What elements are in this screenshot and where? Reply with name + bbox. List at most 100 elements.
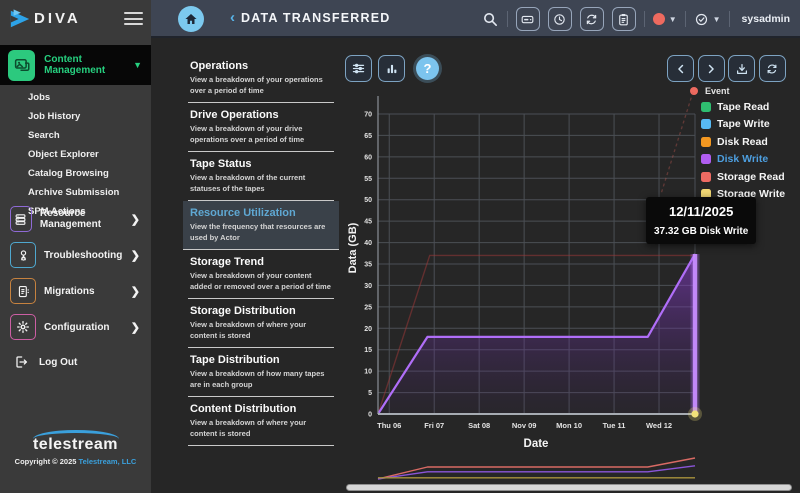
history-button[interactable] [547,7,572,31]
sidebar-item-label: Resource Management [39,208,102,230]
header-divider [643,11,645,27]
legend-item-disk-read[interactable]: Disk Read [686,133,798,151]
chart-toolbar-right [667,55,786,82]
username-label[interactable]: sysadmin [741,13,790,25]
legend-swatch [701,119,711,130]
chevron-left-icon [677,64,683,73]
report-desc: View a breakdown of your drive operation… [190,124,305,144]
legend-event-label: Event [705,86,730,96]
report-desc: View a breakdown of your operations over… [190,75,323,95]
clipboard-button[interactable] [611,7,636,31]
next-period-button[interactable] [697,55,725,82]
svg-text:0: 0 [368,412,372,419]
download-button[interactable] [728,55,755,82]
tape-drive-button[interactable] [515,7,540,31]
legend-label: Tape Read [717,100,770,113]
legend-swatch [701,171,711,182]
header-bar: ‹ DATA TRANSFERRED [151,0,800,38]
server-icon [10,206,32,232]
search-icon[interactable] [482,11,499,28]
report-title: Tape Status [190,158,252,170]
sidebar-item-object-explorer[interactable]: Object Explorer [28,149,99,160]
filter-button[interactable] [345,55,372,82]
legend-item-tape-read[interactable]: Tape Read [686,98,798,116]
system-status-dropdown[interactable]: ▼ [652,13,677,25]
document-icon [10,278,36,304]
legend-item-disk-write[interactable]: Disk Write [686,151,798,169]
svg-text:Tue 11: Tue 11 [603,421,626,430]
y-axis-label: Data (GB) [347,222,359,274]
sidebar-item-label: Configuration [44,321,110,333]
svg-text:Mon 10: Mon 10 [556,421,582,430]
chart-legend: Event Tape Read Tape Write Disk Read Dis… [686,84,798,203]
chart-tooltip: 12/11/2025 37.32 GB Disk Write [646,197,757,244]
data-transferred-chart[interactable]: 0 5 10 15 20 25 30 35 40 45 50 55 60 65 70 Thu 06 Fri 07… [340,84,800,440]
report-item-operations[interactable]: Operations View a breakdown of your oper… [188,54,334,103]
report-item-storage-trend[interactable]: Storage Trend View a breakdown of your c… [188,250,334,299]
chevron-right-icon: ❯ [130,213,140,226]
report-title: Storage Distribution [190,305,296,317]
home-icon [185,14,197,24]
session-dropdown[interactable]: ▼ [694,12,721,27]
page-title: DATA TRANSFERRED [241,11,391,25]
sidebar-item-troubleshooting[interactable]: Troubleshooting ❯ [0,240,151,270]
sliders-icon [352,63,365,74]
svg-text:15: 15 [364,347,372,354]
report-item-storage-distribution[interactable]: Storage Distribution View a breakdown of… [188,299,334,348]
sidebar-item-label: Troubleshooting [44,249,123,261]
download-icon [736,63,747,74]
sidebar-item-migrations[interactable]: Migrations ❯ [0,276,151,306]
svg-text:Nov 09: Nov 09 [512,421,537,430]
telestream-logo: telestream [32,436,119,453]
report-item-tape-status[interactable]: Tape Status View a breakdown of the curr… [188,152,334,201]
chart-type-button[interactable] [378,55,405,82]
horizontal-scrollbar[interactable] [346,484,792,491]
legend-swatch [701,189,711,200]
report-title: Tape Distribution [190,354,280,366]
event-dot [690,87,698,95]
report-desc: View a breakdown of how many tapes are i… [190,369,325,389]
sidebar-item-label: Content Management [44,54,106,76]
report-item-content-distribution[interactable]: Content Distribution View a breakdown of… [188,397,334,446]
svg-text:50: 50 [364,197,372,204]
sidebar-item-job-history[interactable]: Job History [28,111,81,122]
back-chevron[interactable]: ‹ [230,9,235,26]
report-item-resource-utilization[interactable]: Resource Utilization View the frequency … [183,201,339,250]
refresh-button[interactable] [758,55,786,82]
help-button[interactable]: ? [416,57,439,80]
header-actions: ▼ ▼ sysadmin [482,0,794,38]
sidebar-item-content-management[interactable]: Content Management ▼ [0,45,151,85]
sidebar-item-configuration[interactable]: Configuration ❯ [0,312,151,342]
sidebar-item-catalog-browsing[interactable]: Catalog Browsing [28,168,109,179]
svg-text:60: 60 [364,154,372,161]
chevron-down-icon: ▼ [668,14,677,24]
sidebar-item-search[interactable]: Search [28,130,60,141]
company-link[interactable]: Telestream, LLC [78,457,137,466]
legend-item-tape-write[interactable]: Tape Write [686,116,798,134]
sidebar-item-resource-management[interactable]: Resource Management ❯ [0,204,151,234]
sidebar-item-spm-actions[interactable]: SPM Actions [28,206,86,217]
report-item-tape-distribution[interactable]: Tape Distribution View a breakdown of ho… [188,348,334,397]
report-desc: View a breakdown of where your content i… [190,418,307,438]
chevron-right-icon [708,64,714,73]
prev-period-button[interactable] [667,55,694,82]
brand-name: DIVA [34,10,81,27]
sidebar-item-label: Migrations [44,285,95,297]
svg-text:5: 5 [368,390,372,397]
sidebar-item-archive-submission[interactable]: Archive Submission [28,187,120,198]
sidebar-item-jobs[interactable]: Jobs [28,92,51,103]
svg-text:70: 70 [364,112,372,119]
sync-button[interactable] [579,7,604,31]
logout-button[interactable]: Log Out [0,350,151,374]
menu-hamburger-icon[interactable] [124,12,143,26]
chevron-right-icon: ❯ [130,249,140,262]
legend-item-storage-read[interactable]: Storage Read [686,168,798,186]
bar-chart-icon [387,64,396,73]
chevron-down-icon: ▼ [712,14,721,24]
home-button[interactable] [178,6,204,32]
report-item-drive-operations[interactable]: Drive Operations View a breakdown of you… [188,103,334,152]
x-axis-label: Date [523,438,549,450]
report-desc: View a breakdown of your content added o… [190,271,331,291]
chevron-down-icon: ▼ [133,60,142,70]
